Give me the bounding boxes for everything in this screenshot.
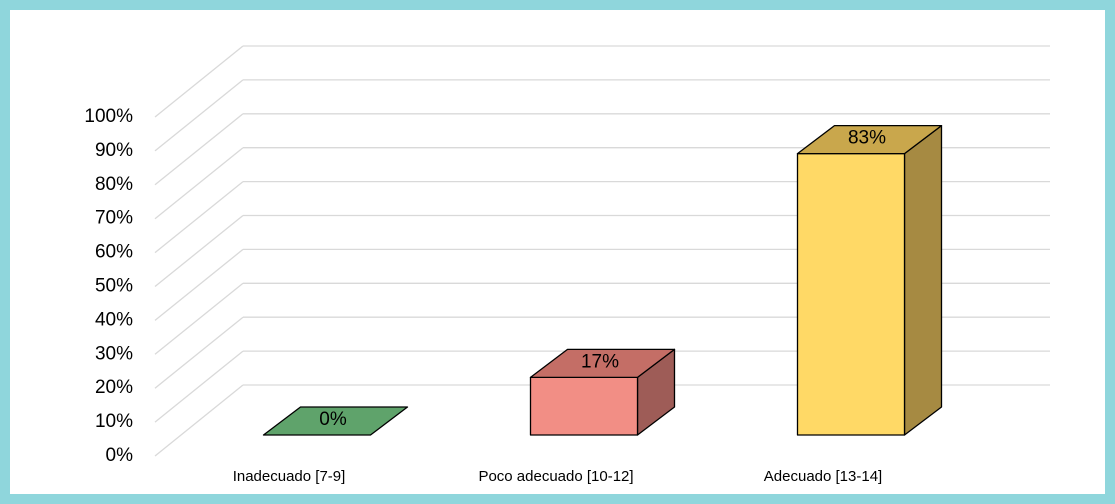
- y-tick-label: 10%: [95, 411, 133, 432]
- grid-line: [154, 282, 244, 355]
- x-tick-label: Adecuado [13-14]: [764, 468, 882, 485]
- grid-line: [154, 113, 244, 186]
- grid-line: [154, 147, 244, 220]
- y-tick-label: 20%: [95, 377, 133, 398]
- bar-top: [529, 348, 676, 379]
- y-tick-label: 30%: [95, 343, 133, 364]
- x-tick-label: Poco adecuado [10-12]: [478, 468, 633, 485]
- y-tick-label: 60%: [95, 242, 133, 263]
- grid-line: [154, 79, 244, 152]
- grid-line: [154, 45, 244, 118]
- bar-front: [796, 152, 906, 436]
- y-tick-label: 50%: [95, 276, 133, 297]
- grid-line: [154, 214, 244, 288]
- grid-line: [154, 384, 244, 457]
- grid-line: [154, 350, 244, 423]
- bar-front: [529, 376, 639, 436]
- y-tick-label: 90%: [95, 140, 133, 161]
- x-tick-label: Inadecuado [7-9]: [233, 468, 346, 485]
- bar-top: [796, 124, 943, 155]
- y-tick-label: 0%: [106, 445, 134, 466]
- value-label: 0%: [319, 409, 347, 430]
- bar-side: [903, 124, 943, 436]
- y-tick-label: 100%: [84, 106, 133, 127]
- y-tick-label: 80%: [95, 174, 133, 195]
- bar-top: [262, 406, 409, 436]
- y-tick-label: 70%: [95, 208, 133, 229]
- value-label: 17%: [581, 351, 619, 372]
- grid-line: [154, 181, 244, 254]
- grid-line: [154, 316, 244, 389]
- value-label: 83%: [848, 128, 886, 149]
- y-tick-label: 40%: [95, 309, 133, 330]
- grid-line: [154, 248, 244, 321]
